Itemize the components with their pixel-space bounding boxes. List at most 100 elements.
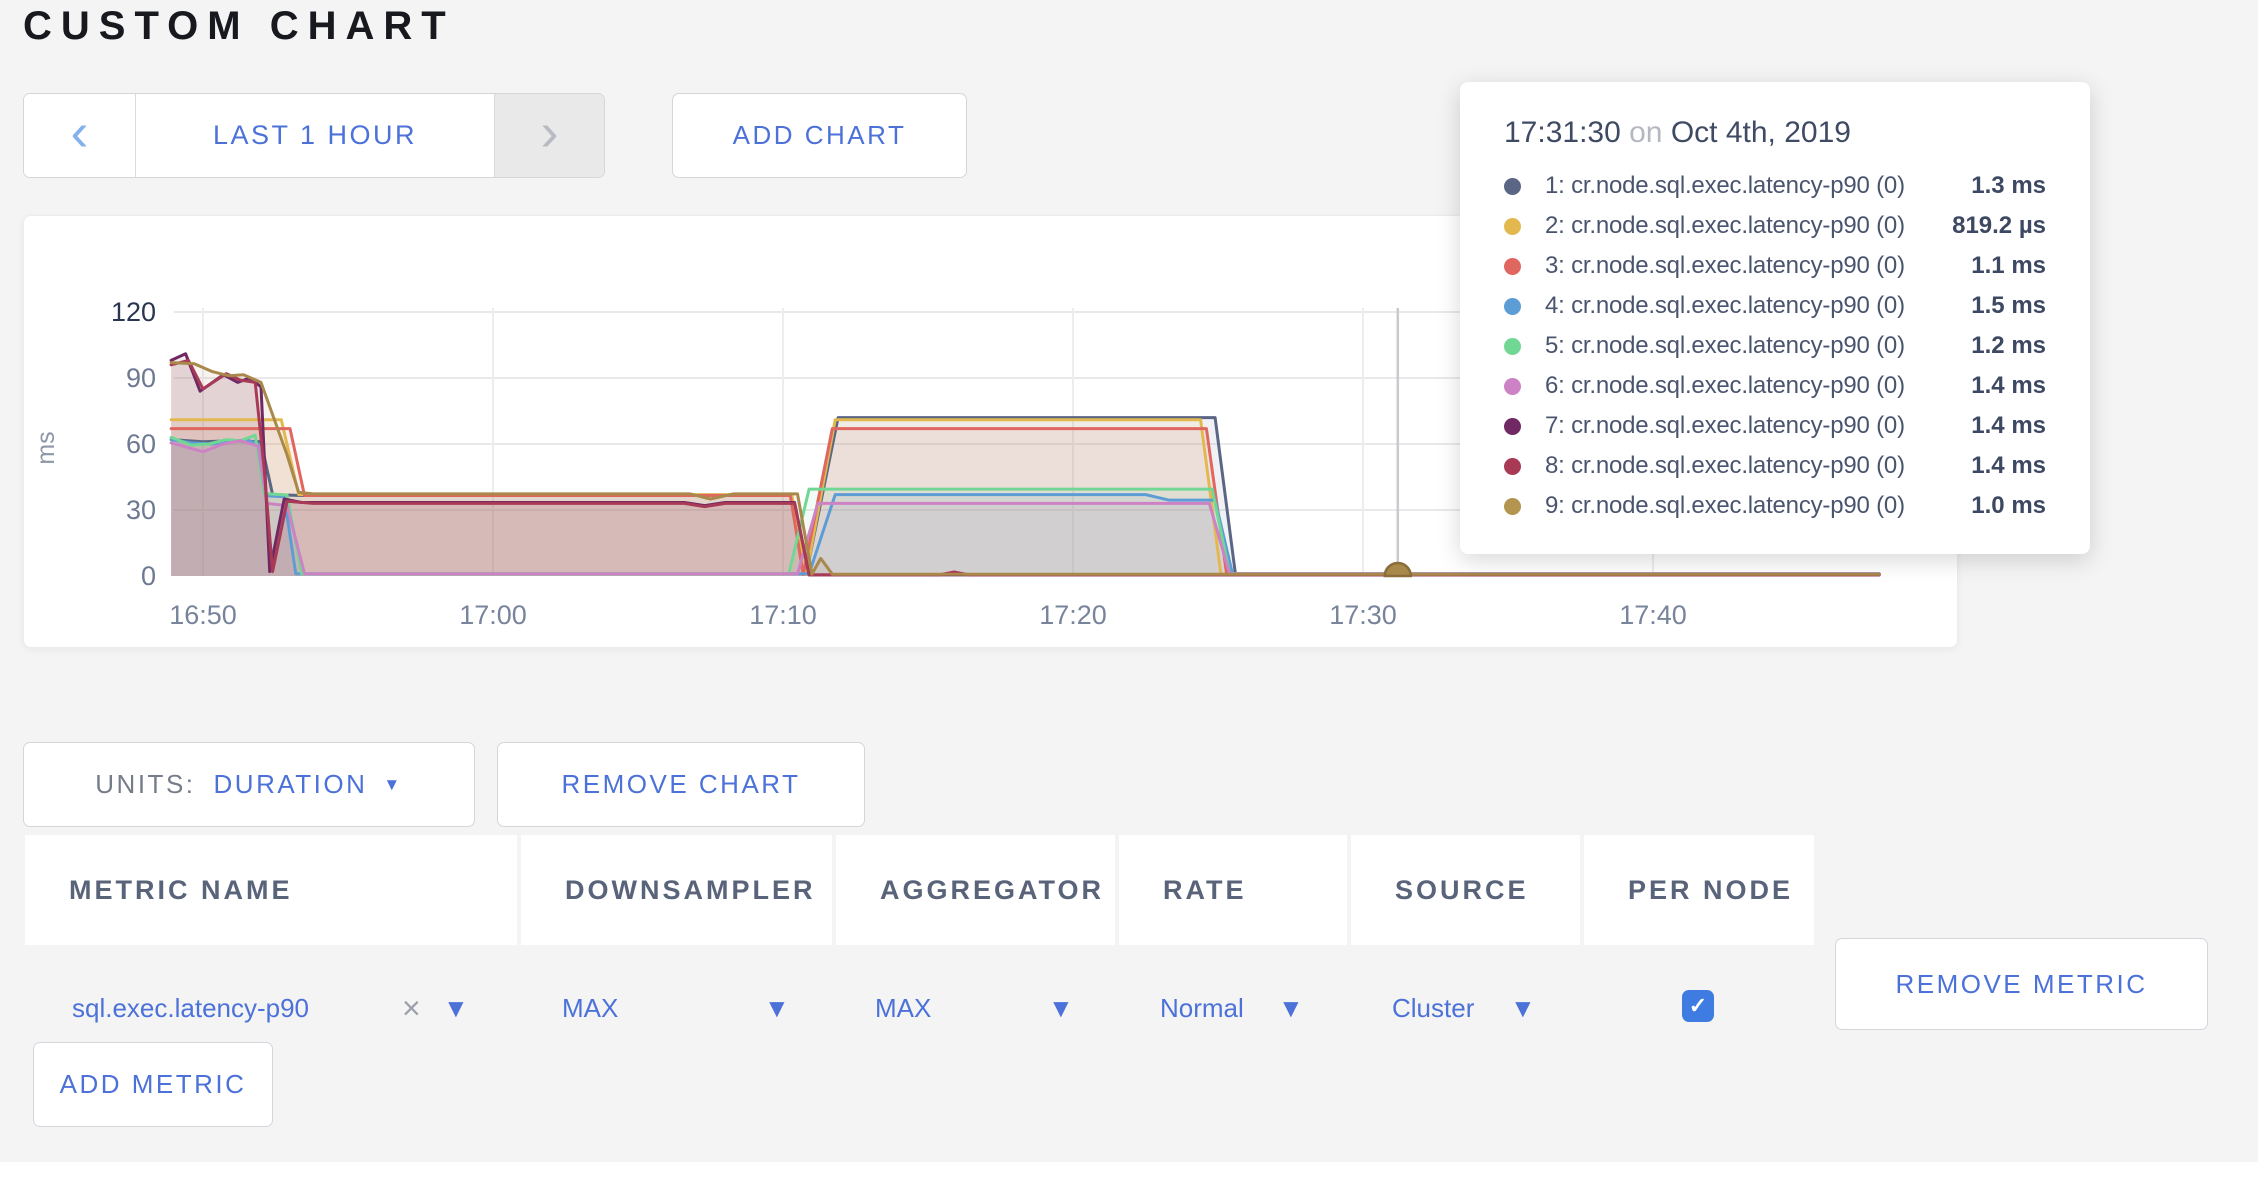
aggregator-select[interactable]: MAX	[875, 992, 932, 1023]
series-label: 2: cr.node.sql.exec.latency-p90 (0)	[1545, 212, 1905, 239]
legend-row: 2: cr.node.sql.exec.latency-p90 (0) 819.2…	[1504, 206, 2046, 246]
series-value: 1.4 ms	[1971, 372, 2046, 399]
remove-chart-button[interactable]: REMOVE CHART	[497, 742, 865, 827]
legend-row: 3: cr.node.sql.exec.latency-p90 (0) 1.1 m…	[1504, 246, 2046, 286]
tooltip-time: 17:31:30	[1504, 116, 1621, 149]
series-dot-icon	[1504, 297, 1521, 315]
legend-row: 6: cr.node.sql.exec.latency-p90 (0) 1.4 m…	[1504, 366, 2046, 406]
series-dot-icon	[1504, 177, 1521, 195]
time-prev-button[interactable]: ‹	[24, 94, 136, 177]
caret-down-icon: ▼	[383, 774, 403, 794]
caret-down-icon[interactable]: ▼	[1048, 992, 1074, 1023]
legend-row: 7: cr.node.sql.exec.latency-p90 (0) 1.4 m…	[1504, 406, 2046, 446]
chevron-right-icon: ›	[540, 101, 559, 162]
series-line	[169, 439, 1881, 576]
series-value: 1.2 ms	[1971, 332, 2046, 359]
tooltip-on-word: on	[1629, 116, 1663, 149]
latency-line-chart[interactable]: 0 30 60 90 120 16:50 17:00 17:10 17:20 17:30 17:40…	[24, 216, 1959, 649]
x-axis-tick-label: 17:00	[459, 600, 527, 630]
series-label: 6: cr.node.sql.exec.latency-p90 (0)	[1545, 372, 1905, 399]
caret-down-icon[interactable]: ▼	[1278, 992, 1304, 1023]
series-dot-icon	[1504, 377, 1521, 395]
legend-row: 4: cr.node.sql.exec.latency-p90 (0) 1.5 m…	[1504, 286, 2046, 326]
series-area	[171, 439, 1880, 576]
series-dot-icon	[1504, 457, 1521, 475]
y-axis-tick-label: 60	[126, 429, 156, 459]
add-metric-button[interactable]: ADD METRIC	[33, 1042, 273, 1127]
series-dot-icon	[1504, 257, 1521, 275]
crosshair-point	[1383, 561, 1413, 578]
series-area	[171, 417, 1880, 576]
series-value: 1.3 ms	[1971, 172, 2046, 199]
page-footer-strip	[0, 1162, 2258, 1180]
column-header-aggregator: AGGREGATOR	[836, 835, 1115, 945]
series-value: 819.2 µs	[1952, 212, 2046, 239]
units-dropdown[interactable]: UNITS: DURATION ▼	[23, 742, 475, 827]
time-window-button[interactable]: LAST 1 HOUR	[136, 94, 494, 177]
downsampler-select[interactable]: MAX	[562, 992, 619, 1023]
time-next-button[interactable]: ›	[494, 94, 604, 177]
check-icon: ✓	[1688, 993, 1708, 1018]
y-axis-title: ms	[32, 431, 60, 464]
series-line	[169, 438, 1881, 576]
y-axis-tick-label: 120	[111, 297, 156, 327]
y-axis-tick-label: 90	[126, 363, 156, 393]
series-area	[171, 440, 1880, 576]
time-window-selector: ‹ LAST 1 HOUR ›	[23, 93, 605, 178]
legend-row: 5: cr.node.sql.exec.latency-p90 (0) 1.2 m…	[1504, 326, 2046, 366]
tooltip-legend-rows: 1: cr.node.sql.exec.latency-p90 (0) 1.3 m…	[1504, 166, 2046, 526]
chevron-left-icon: ‹	[70, 101, 89, 162]
x-axis-tick-label: 17:20	[1039, 600, 1107, 630]
series-value: 1.1 ms	[1971, 252, 2046, 279]
clear-metric-icon[interactable]: ×	[402, 989, 421, 1026]
remove-metric-button[interactable]: REMOVE METRIC	[1835, 938, 2208, 1030]
legend-row: 9: cr.node.sql.exec.latency-p90 (0) 1.0 m…	[1504, 486, 2046, 526]
column-header-per-node: PER NODE	[1584, 835, 1814, 945]
series-label: 7: cr.node.sql.exec.latency-p90 (0)	[1545, 412, 1905, 439]
tooltip-date: Oct 4th, 2019	[1670, 116, 1851, 149]
series-label: 4: cr.node.sql.exec.latency-p90 (0)	[1545, 292, 1905, 319]
x-axis-tick-label: 16:50	[169, 600, 237, 630]
series-area	[171, 360, 1880, 576]
series-dot-icon	[1504, 337, 1521, 355]
caret-down-icon[interactable]: ▼	[443, 992, 469, 1023]
column-header-metric-name: METRIC NAME	[25, 835, 517, 945]
series-value: 1.5 ms	[1971, 292, 2046, 319]
series-area	[171, 353, 1880, 576]
column-header-source: SOURCE	[1351, 835, 1580, 945]
x-axis-tick-label: 17:10	[749, 600, 817, 630]
x-axis-tick-label: 17:40	[1619, 600, 1687, 630]
series-line	[169, 433, 1881, 576]
series-line	[169, 361, 1881, 576]
series-value: 1.4 ms	[1971, 412, 2046, 439]
units-label: UNITS:	[95, 769, 196, 799]
series-label: 1: cr.node.sql.exec.latency-p90 (0)	[1545, 172, 1905, 199]
rate-select[interactable]: Normal	[1160, 992, 1244, 1023]
series-dot-icon	[1504, 497, 1521, 515]
column-header-downsampler: DOWNSAMPLER	[521, 835, 832, 945]
caret-down-icon[interactable]: ▼	[764, 992, 790, 1023]
x-axis-tick-label: 17:30	[1329, 600, 1397, 630]
metric-name-select[interactable]: sql.exec.latency-p90	[72, 992, 310, 1023]
series-area	[171, 435, 1880, 576]
y-axis-tick-label: 0	[141, 561, 156, 591]
series-label: 8: cr.node.sql.exec.latency-p90 (0)	[1545, 452, 1905, 479]
series-label: 5: cr.node.sql.exec.latency-p90 (0)	[1545, 332, 1905, 359]
add-chart-button[interactable]: ADD CHART	[672, 93, 967, 178]
units-value: DURATION	[213, 769, 368, 799]
per-node-checkbox[interactable]: ✓	[1682, 990, 1714, 1022]
source-select[interactable]: Cluster	[1392, 992, 1475, 1023]
y-axis-tick-label: 30	[126, 495, 156, 525]
caret-down-icon[interactable]: ▼	[1510, 992, 1536, 1023]
series-dot-icon	[1504, 417, 1521, 435]
column-header-rate: RATE	[1119, 835, 1347, 945]
series-value: 1.0 ms	[1971, 492, 2046, 519]
page-title: CUSTOM CHART	[23, 4, 455, 48]
chart-hover-tooltip: 17:31:30 on Oct 4th, 2019 1: cr.node.sql…	[1460, 82, 2090, 554]
series-label: 9: cr.node.sql.exec.latency-p90 (0)	[1545, 492, 1905, 519]
legend-row: 8: cr.node.sql.exec.latency-p90 (0) 1.4 m…	[1504, 446, 2046, 486]
series-dot-icon	[1504, 217, 1521, 235]
legend-row: 1: cr.node.sql.exec.latency-p90 (0) 1.3 m…	[1504, 166, 2046, 206]
series-label: 3: cr.node.sql.exec.latency-p90 (0)	[1545, 252, 1905, 279]
